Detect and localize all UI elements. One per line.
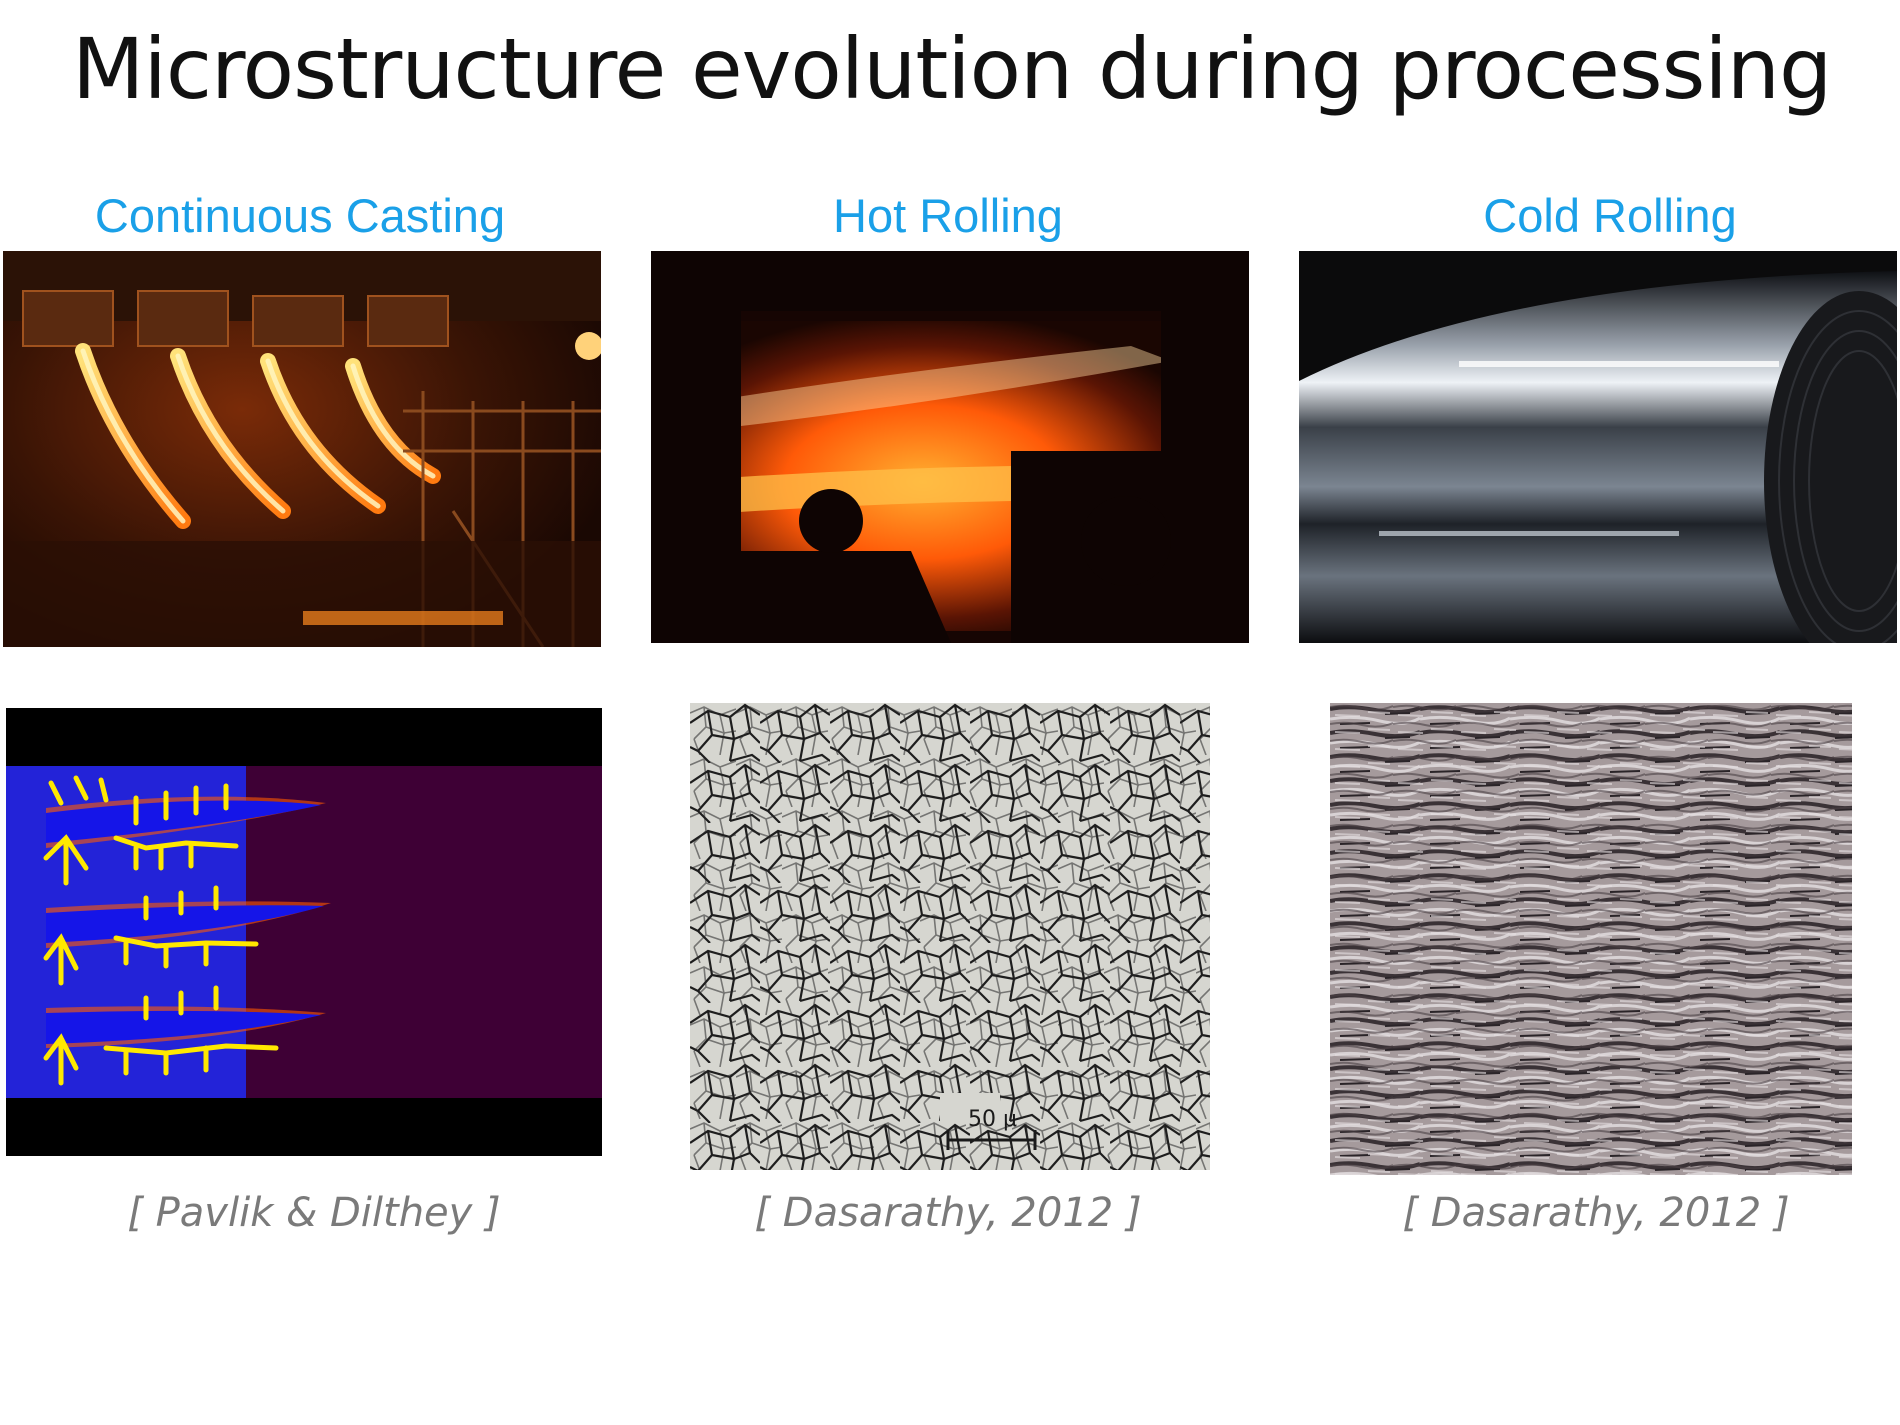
citation-dasarathy-cold: [ Dasarathy, 2012 ] [1402,1190,1790,1236]
heading-hot-rolling: Hot Rolling [833,189,1063,242]
dendrite-simulation-image [6,708,602,1156]
citation-pavlik-dilthey: [ Pavlik & Dilthey ] [127,1190,501,1236]
continuous-casting-photo [3,251,601,647]
hot-rolling-photo [651,251,1249,643]
heading-continuous-casting: Continuous Casting [94,189,506,242]
deformed-micrograph-image [1330,703,1852,1175]
heading-cold-rolling: Cold Rolling [1483,189,1737,242]
grain-micrograph-image: 50 μ [690,703,1210,1170]
citation-dasarathy-hot: [ Dasarathy, 2012 ] [754,1190,1142,1236]
cold-rolled-coil-photo [1299,251,1897,643]
scale-bar-label: 50 μ [968,1107,1017,1132]
slide-title: Microstructure evolution during processi… [72,20,1832,118]
scale-bar [946,1130,1037,1150]
